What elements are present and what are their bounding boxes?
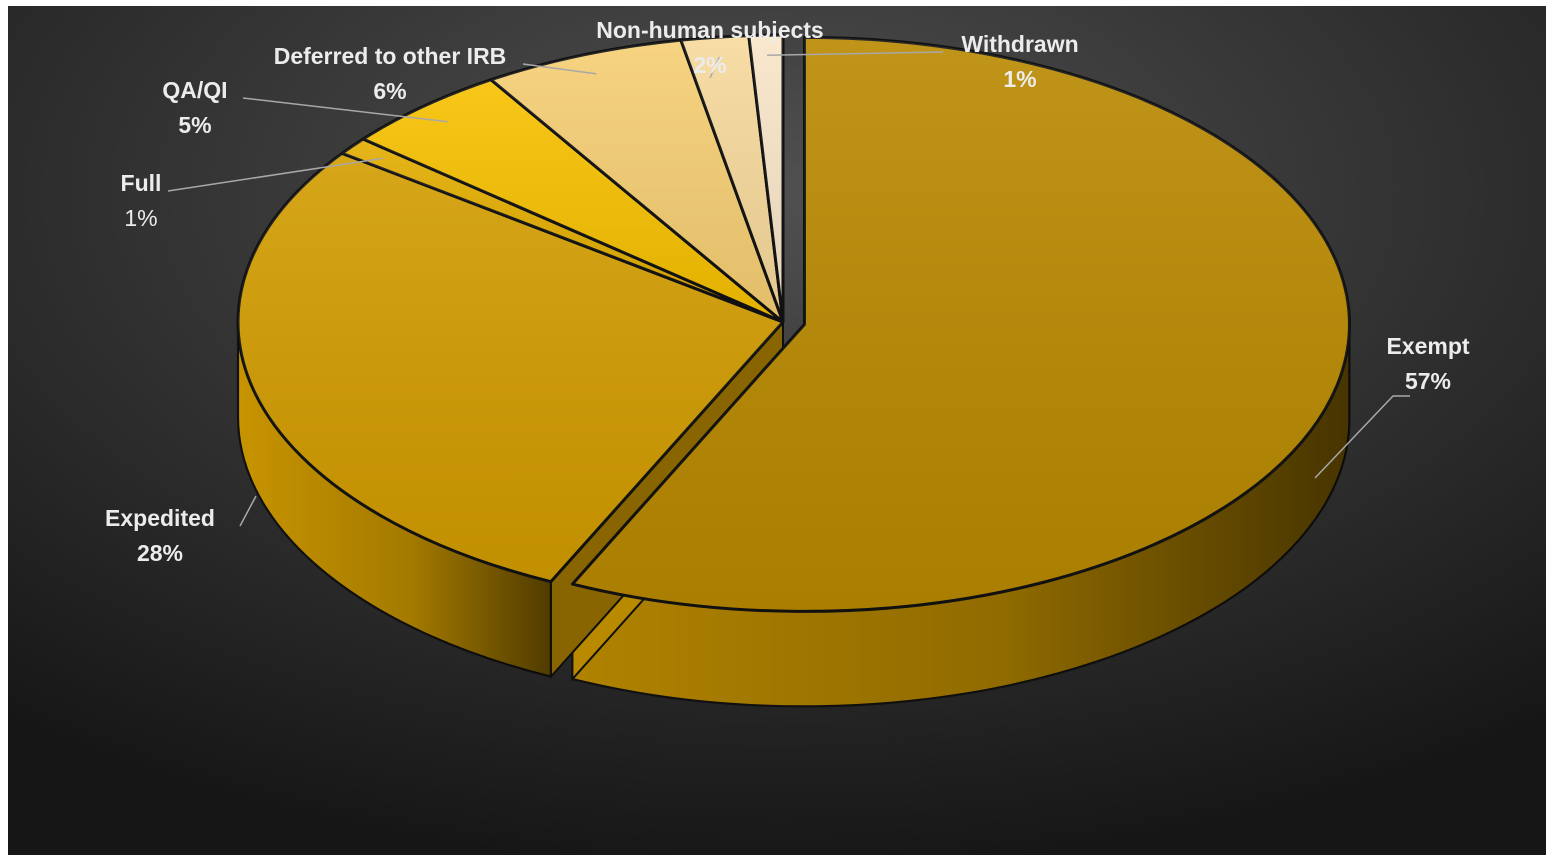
leader-line-non-human-subjects (709, 56, 721, 79)
slice-exempt (570, 35, 1351, 613)
value-label-exempt: 57% (1405, 368, 1451, 394)
pie-slices (236, 33, 1351, 613)
chart-frame: Exempt 57% Expedited 28% Full 1% QA/QI 5% Deferr… (8, 6, 1546, 855)
label-exempt: Exempt (1386, 333, 1469, 359)
leader-line-withdrawn (767, 51, 944, 56)
label-non-human-subjects: Non-human subjects (596, 17, 823, 43)
pie-chart: Exempt 57% Expedited 28% Full 1% QA/QI 5% Deferr… (8, 6, 1546, 855)
slice-qa-qi (361, 78, 785, 324)
data-labels: Exempt 57% Expedited 28% Full 1% QA/QI 5% Deferr… (105, 17, 1470, 566)
leader-line-exempt (1314, 395, 1410, 479)
value-label-deferred-to-other-irb: 6% (373, 78, 406, 104)
label-expedited: Expedited (105, 505, 215, 531)
leader-lines (167, 51, 1410, 527)
label-qa-qi: QA/QI (162, 77, 227, 103)
value-label-withdrawn: 1% (1003, 66, 1036, 92)
value-label-full: 1% (124, 205, 157, 231)
value-label-expedited: 28% (137, 540, 183, 566)
leader-line-qa-qi (242, 97, 448, 123)
label-withdrawn: Withdrawn (961, 31, 1078, 57)
slice-withdrawn (747, 33, 785, 324)
slice-expedited (236, 151, 785, 584)
leader-line-deferred-to-other-irb (522, 63, 597, 75)
slice-deferred-to-other-irb (489, 38, 785, 324)
leader-line-full (167, 157, 383, 192)
label-deferred-to-other-irb: Deferred to other IRB (274, 43, 507, 69)
value-label-qa-qi: 5% (178, 112, 211, 138)
leader-line-expedited (239, 495, 257, 527)
value-label-non-human-subjects: 2% (693, 52, 726, 78)
label-full: Full (121, 170, 162, 196)
